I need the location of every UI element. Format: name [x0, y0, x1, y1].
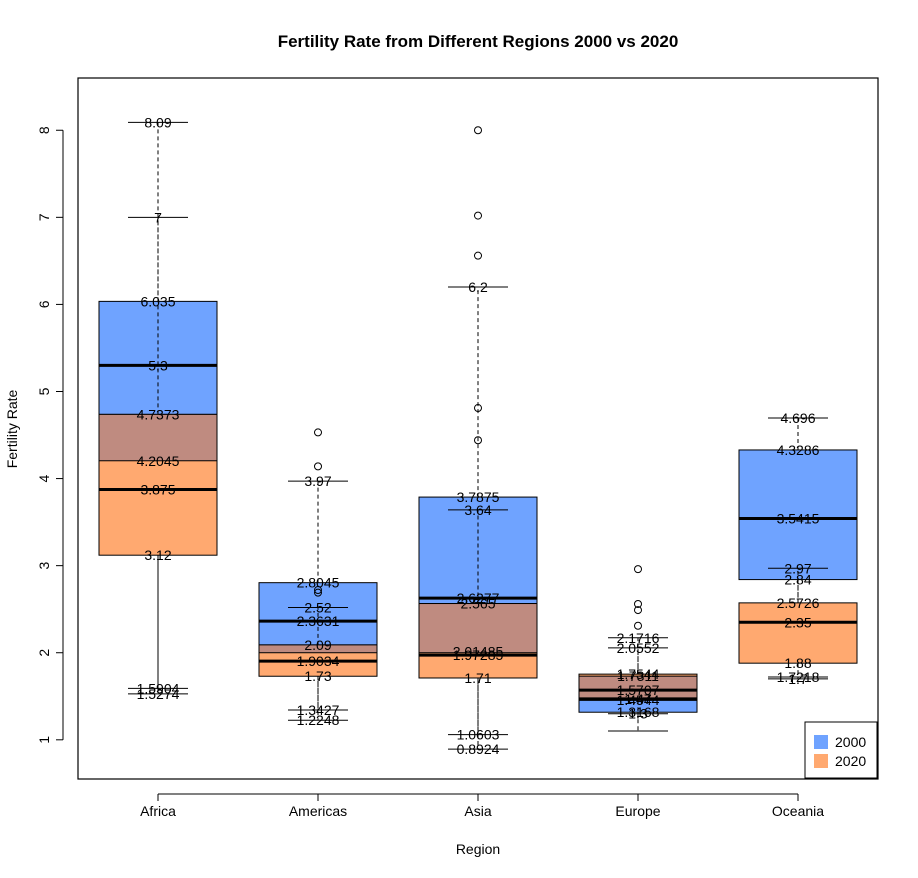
value-label-americas-7: 1.3427 [297, 702, 340, 718]
outlier-europe-2000-0 [634, 565, 642, 574]
x-axis-title: Region [456, 841, 500, 857]
x-tick-label-europe: Europe [615, 803, 660, 819]
value-label-asia-0: 6.2 [468, 279, 488, 295]
x-axis: Africa Americas Asia Europe Oceania [140, 793, 824, 819]
outlier-asia-2000-3 [474, 404, 482, 413]
value-labels-layer: 8.09 7 6.035 5.3 4.7373 4.2045 3.875 3.12 1.5904… [137, 114, 820, 757]
box-overlap-americas [258, 644, 378, 654]
box-overlap-europe [578, 675, 698, 701]
value-label-asia-4: 2.565 [460, 596, 495, 612]
value-label-asia-1: 3.7875 [457, 489, 500, 505]
value-label-europe-8: 1.3 [628, 706, 648, 722]
y-tick-label-6: 6 [36, 300, 52, 308]
value-label-africa-2: 6.035 [140, 293, 175, 309]
outlier-asia-2000-4 [474, 436, 482, 445]
outlier-americas-2020-1 [314, 588, 322, 597]
value-label-africa-4: 4.7373 [137, 406, 180, 422]
outlier-americas-2020-0 [314, 586, 322, 595]
legend-swatch-2000 [814, 735, 828, 749]
outlier-asia-2000-0 [474, 126, 482, 135]
value-label-africa-1: 7 [154, 209, 162, 225]
value-label-europe-4: 1.5707 [617, 682, 660, 698]
value-label-americas-2: 2.52 [304, 599, 331, 615]
value-label-asia-8: 1.0603 [457, 727, 500, 743]
boxes-layer [98, 121, 858, 750]
value-label-europe-6: 1.47 [624, 691, 651, 707]
legend-label-2000: 2000 [835, 734, 866, 750]
box-overlap-asia [418, 603, 538, 654]
value-label-americas-6: 1.73 [304, 668, 331, 684]
value-label-americas-4: 2.09 [304, 637, 331, 653]
legend-swatch-2020 [814, 754, 828, 768]
outlier-americas-2000-1 [314, 462, 322, 471]
value-label-africa-5: 4.2045 [137, 453, 180, 469]
y-tick-label-5: 5 [36, 387, 52, 395]
value-label-africa-0: 8.09 [144, 114, 171, 130]
value-label-oceania-1: 4.3286 [777, 442, 820, 458]
legend-label-2020: 2020 [835, 753, 866, 769]
value-label-oceania-5: 2.5726 [777, 595, 820, 611]
value-label-europe-1: 2.0552 [617, 640, 660, 656]
box-overlap-africa [98, 413, 218, 462]
value-label-oceania-2: 3.5415 [777, 510, 820, 526]
value-label-oceania-7: 1.88 [784, 655, 811, 671]
value-label-africa-7: 3.12 [144, 547, 171, 563]
value-label-africa-6: 3.875 [140, 481, 175, 497]
value-label-asia-9: 0.8924 [457, 741, 500, 757]
legend: 2000 2020 [804, 721, 878, 779]
value-label-americas-0: 3.97 [304, 473, 331, 489]
y-tick-label-1: 1 [36, 736, 52, 744]
value-label-americas-3: 2.3631 [297, 613, 340, 629]
value-label-americas-8: 1.2248 [297, 712, 340, 728]
value-label-asia-5: 2.01485 [453, 643, 504, 659]
chart-title: Fertility Rate from Different Regions 20… [278, 32, 679, 51]
value-label-oceania-3: 2.97 [784, 560, 811, 576]
value-label-americas-1: 2.8045 [297, 575, 340, 591]
y-axis-title: Fertility Rate [4, 390, 20, 469]
value-label-americas-5: 1.9034 [297, 653, 340, 669]
value-label-europe-7: 1.3168 [617, 704, 660, 720]
value-label-asia-2: 3.64 [464, 502, 491, 518]
x-tick-label-asia: Asia [464, 803, 491, 819]
value-label-africa-8: 1.5904 [137, 680, 180, 696]
x-tick-label-americas: Americas [289, 803, 347, 819]
value-label-africa-3: 5.3 [148, 357, 168, 373]
outlier-americas-2000-0 [314, 428, 322, 437]
box-oceania-2020 [738, 602, 858, 664]
y-tick-label-3: 3 [36, 562, 52, 570]
value-label-oceania-0: 4.696 [780, 410, 815, 426]
value-label-asia-6: 1.97285 [453, 647, 504, 663]
value-label-oceania-6: 2.35 [784, 614, 811, 630]
value-label-africa-9: 1.5274 [137, 686, 180, 702]
value-label-asia-3: 2.6277 [457, 590, 500, 606]
value-label-oceania-9: 1.7 [788, 671, 808, 687]
y-tick-label-8: 8 [36, 126, 52, 134]
outlier-asia-2000-1 [474, 211, 482, 220]
outlier-europe-2000-1 [634, 599, 642, 608]
outlier-europe-2000-3 [634, 621, 642, 630]
value-label-oceania-4: 2.84 [784, 572, 811, 588]
outlier-europe-2000-2 [634, 606, 642, 615]
value-label-europe-5: 1.4544 [617, 692, 660, 708]
y-tick-label-2: 2 [36, 649, 52, 657]
value-label-europe-3: 1.7311 [617, 668, 659, 684]
value-label-asia-7: 1.71 [464, 670, 491, 686]
x-tick-label-oceania: Oceania [772, 803, 824, 819]
x-tick-label-africa: Africa [140, 803, 176, 819]
y-axis: 1 2 3 4 5 6 7 8 [36, 126, 64, 744]
value-label-europe-2: 1.7544 [617, 666, 660, 682]
y-tick-label-4: 4 [36, 474, 52, 482]
value-label-europe-0: 2.1716 [617, 630, 660, 646]
y-tick-label-7: 7 [36, 213, 52, 221]
box-oceania-2000 [738, 449, 858, 581]
value-label-oceania-8: 1.7218 [777, 669, 820, 685]
plot-frame [77, 77, 879, 780]
outlier-asia-2000-2 [474, 251, 482, 260]
legend-frame [804, 721, 878, 779]
